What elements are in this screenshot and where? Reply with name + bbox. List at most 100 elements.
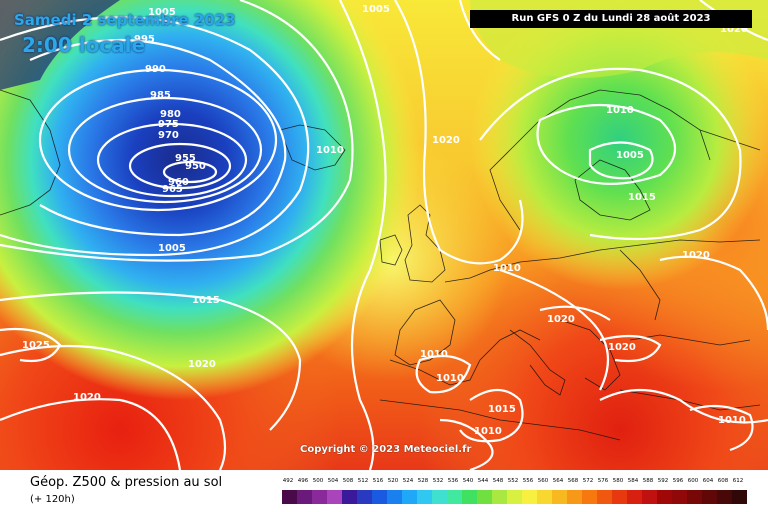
svg-text:1025: 1025 [22,340,50,351]
scale-swatch [732,490,747,504]
scale-label: 592 [657,478,669,484]
scale-label: 512 [357,478,369,484]
run-info-box: Run GFS 0 Z du Lundi 28 août 2023 [470,10,752,28]
svg-text:1005: 1005 [158,243,186,254]
scale-swatch [582,490,597,504]
scale-label: 580 [612,478,624,484]
svg-text:995: 995 [134,34,155,45]
svg-text:1015: 1015 [192,295,220,306]
svg-text:950: 950 [185,161,206,172]
scale-label: 504 [327,478,339,484]
svg-text:1015: 1015 [628,192,656,203]
svg-text:985: 985 [150,90,171,101]
svg-text:975: 975 [158,119,179,130]
scale-swatch [492,490,507,504]
svg-text:1010: 1010 [718,415,746,426]
svg-text:965: 965 [162,184,183,195]
svg-text:990: 990 [145,64,166,75]
svg-text:980: 980 [160,109,181,120]
scale-label: 564 [552,478,564,484]
forecast-time: 2:00 locale [22,33,146,57]
scale-swatch [612,490,627,504]
scale-label: 516 [372,478,384,484]
scale-swatch [432,490,447,504]
svg-text:1010: 1010 [606,105,634,116]
svg-text:1005: 1005 [148,7,176,18]
scale-label: 544 [477,478,489,484]
scale-label: 568 [567,478,579,484]
svg-text:1010: 1010 [474,426,502,437]
svg-text:970: 970 [158,130,179,141]
scale-swatch [717,490,732,504]
scale-swatch [447,490,462,504]
scale-swatch [657,490,672,504]
svg-text:1020: 1020 [547,314,575,325]
forecast-range: (+ 120h) [30,494,75,505]
scale-swatch [312,490,327,504]
svg-text:1020: 1020 [188,359,216,370]
scale-swatch [522,490,537,504]
svg-text:1010: 1010 [493,263,521,274]
scale-swatch [537,490,552,504]
scale-swatch [567,490,582,504]
svg-text:1020: 1020 [432,135,460,146]
scale-label: 528 [417,478,429,484]
scale-label: 556 [522,478,534,484]
scale-swatch [387,490,402,504]
scale-label: 612 [732,478,744,484]
svg-text:1020: 1020 [73,392,101,403]
scale-swatch [642,490,657,504]
scale-swatch [327,490,342,504]
scale-label: 536 [447,478,459,484]
scale-swatch [417,490,432,504]
forecast-date: Samedi 2 septembre 2023 [14,11,236,29]
isobar-labels: 1005 1005 1020 995 990 985 980 975 970 9… [22,4,748,437]
scale-label: 608 [717,478,729,484]
scale-label: 532 [432,478,444,484]
scale-label: 524 [402,478,414,484]
svg-text:1020: 1020 [720,24,748,35]
weather-map: 1005 1005 1020 995 990 985 980 975 970 9… [0,0,768,470]
scale-label: 600 [687,478,699,484]
svg-text:1020: 1020 [608,342,636,353]
scale-swatch [627,490,642,504]
scale-label: 496 [297,478,309,484]
svg-text:1005: 1005 [362,4,390,15]
svg-text:1010: 1010 [436,373,464,384]
chart-title: Géop. Z500 & pression au sol [30,475,223,490]
scale-label: 508 [342,478,354,484]
svg-text:1005: 1005 [616,150,644,161]
scale-swatch [297,490,312,504]
scale-label: 604 [702,478,714,484]
scale-label: 588 [642,478,654,484]
svg-text:1015: 1015 [488,404,516,415]
scale-swatch [372,490,387,504]
svg-text:1010: 1010 [316,145,344,156]
scale-swatch [687,490,702,504]
scale-label: 576 [597,478,609,484]
scale-label: 560 [537,478,549,484]
scale-label: 500 [312,478,324,484]
scale-label: 520 [387,478,399,484]
svg-text:1020: 1020 [682,250,710,261]
scale-label: 584 [627,478,639,484]
copyright-text: Copyright © 2023 Meteociel.fr [300,444,472,455]
scale-swatch [702,490,717,504]
svg-text:955: 955 [175,153,196,164]
scale-label: 548 [492,478,504,484]
scale-label: 540 [462,478,474,484]
isobars [0,0,768,470]
scale-swatch [552,490,567,504]
scale-swatch [597,490,612,504]
scale-swatch [282,490,297,504]
scale-label: 572 [582,478,594,484]
scale-swatch [342,490,357,504]
scale-swatch [672,490,687,504]
scale-label: 552 [507,478,519,484]
scale-swatch [477,490,492,504]
scale-swatch [357,490,372,504]
scale-swatch [402,490,417,504]
color-scale: 492 496 500 504 508 512 516 520 524 528 532 536 540 5… [282,478,752,508]
scale-label: 596 [672,478,684,484]
svg-text:1010: 1010 [420,349,448,360]
